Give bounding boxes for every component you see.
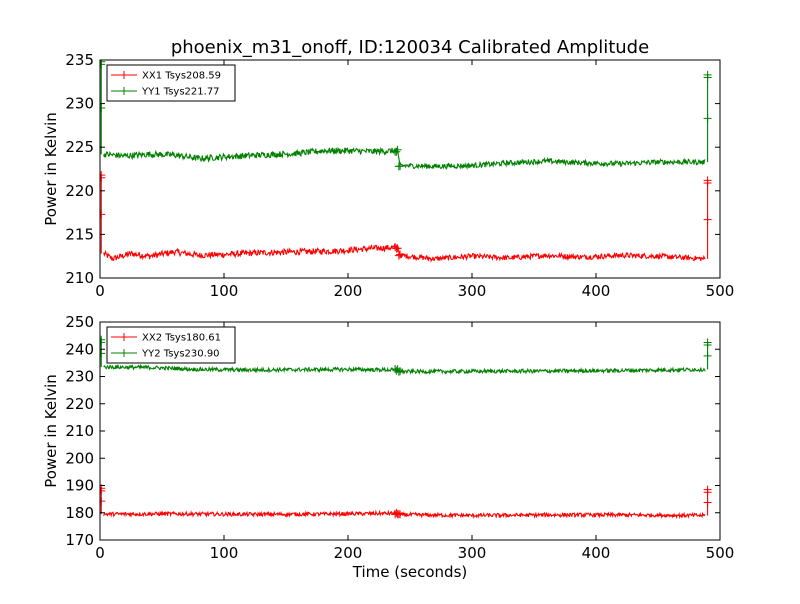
legend-marker bbox=[120, 71, 128, 79]
chart-title: phoenix_m31_onoff, ID:120034 Calibrated … bbox=[171, 37, 649, 58]
spike-marker bbox=[703, 351, 712, 360]
spike-marker bbox=[100, 486, 106, 495]
series-2-2 bbox=[100, 335, 712, 376]
y-axis-label: Power in Kelvin bbox=[42, 374, 60, 488]
series-line-2-seg-2 bbox=[399, 366, 706, 375]
y-tick-label: 250 bbox=[65, 313, 94, 331]
legend-marker bbox=[120, 349, 128, 357]
y-tick-label: 240 bbox=[65, 340, 94, 358]
data-marker bbox=[396, 510, 405, 519]
spike-marker bbox=[703, 178, 712, 187]
x-tick-label: 400 bbox=[582, 282, 611, 300]
legend: XX2 Tsys180.61 YY2 Tsys230.90 bbox=[106, 326, 236, 364]
series-line-1-seg-1 bbox=[103, 509, 399, 518]
spike-marker bbox=[703, 114, 712, 123]
spike-marker bbox=[703, 73, 712, 82]
x-tick-label: 100 bbox=[210, 544, 239, 562]
spike-marker bbox=[703, 488, 712, 497]
legend-entry-label: XX1 Tsys208.59 bbox=[142, 71, 221, 82]
y-tick-label: 180 bbox=[65, 504, 94, 522]
spike-marker bbox=[703, 341, 712, 350]
legend: XX1 Tsys208.59 YY1 Tsys221.77 bbox=[106, 64, 236, 102]
series-line-1-seg-2 bbox=[399, 510, 706, 520]
plot-panel-1: 0 100 200 300 400 500 210 215 220 225 230 235 Power … bbox=[42, 51, 734, 300]
plot-data-group bbox=[100, 335, 712, 520]
data-marker bbox=[392, 147, 401, 156]
x-tick-label: 400 bbox=[582, 544, 611, 562]
spike-marker bbox=[100, 173, 106, 182]
x-tick-label: 0 bbox=[95, 544, 105, 562]
legend-box bbox=[106, 326, 236, 364]
plot-frame bbox=[99, 59, 721, 279]
x-tick-label: 500 bbox=[706, 544, 735, 562]
series-2-1 bbox=[100, 484, 712, 520]
legend-marker bbox=[120, 87, 128, 95]
x-axis-label: Time (seconds) bbox=[352, 563, 468, 581]
data-marker bbox=[393, 145, 402, 154]
series-1-1 bbox=[100, 171, 712, 263]
plot-panel-2: 0 100 200 300 400 500 170 180 190 200 210 220 230 240… bbox=[42, 313, 734, 562]
series-line-2-seg-1 bbox=[103, 146, 398, 163]
y-tick-label: 235 bbox=[65, 51, 94, 69]
x-tick-label: 300 bbox=[458, 544, 487, 562]
y-tick-label: 220 bbox=[65, 182, 94, 200]
series-line-1-seg-2 bbox=[399, 251, 706, 263]
series-line-1-seg-1 bbox=[103, 243, 399, 261]
legend-entry-label: YY1 Tsys221.77 bbox=[141, 87, 220, 98]
series-1-2 bbox=[100, 60, 712, 171]
data-marker bbox=[396, 250, 405, 259]
spike-marker bbox=[100, 497, 106, 506]
data-marker bbox=[396, 367, 405, 376]
y-tick-label: 230 bbox=[65, 368, 94, 386]
y-tick-label: 225 bbox=[65, 138, 94, 156]
spike-marker bbox=[703, 498, 712, 507]
data-marker bbox=[394, 367, 403, 376]
data-marker bbox=[393, 244, 402, 253]
y-tick-label: 215 bbox=[65, 225, 94, 243]
y-axis-label: Power in Kelvin bbox=[42, 112, 60, 226]
spike-marker bbox=[100, 349, 106, 358]
legend-entry-label: YY2 Tsys230.90 bbox=[141, 349, 220, 360]
x-tick-label: 0 bbox=[95, 282, 105, 300]
spike-marker bbox=[703, 215, 712, 224]
spike-marker bbox=[100, 60, 106, 69]
series-line-2-seg-2 bbox=[399, 156, 706, 171]
x-tick-label: 500 bbox=[706, 282, 735, 300]
x-tick-label: 200 bbox=[334, 282, 363, 300]
y-tick-label: 210 bbox=[65, 269, 94, 287]
spike-marker bbox=[100, 103, 106, 112]
y-tick-label: 210 bbox=[65, 422, 94, 440]
y-tick-label: 170 bbox=[65, 531, 94, 549]
y-tick-label: 200 bbox=[65, 449, 94, 467]
plot-data-group bbox=[100, 60, 712, 263]
x-tick-label: 200 bbox=[334, 544, 363, 562]
x-tick-label: 300 bbox=[458, 282, 487, 300]
legend-marker bbox=[120, 333, 128, 341]
data-marker bbox=[396, 162, 405, 171]
series-line-2-seg-1 bbox=[103, 363, 399, 374]
legend-entry-label: XX2 Tsys180.61 bbox=[142, 333, 221, 344]
y-tick-label: 230 bbox=[65, 95, 94, 113]
data-marker bbox=[394, 251, 403, 260]
spike-marker bbox=[100, 210, 106, 219]
legend-box bbox=[106, 64, 236, 102]
y-tick-label: 190 bbox=[65, 477, 94, 495]
x-tick-label: 100 bbox=[210, 282, 239, 300]
y-tick-label: 220 bbox=[65, 395, 94, 413]
spike-marker bbox=[100, 338, 106, 347]
